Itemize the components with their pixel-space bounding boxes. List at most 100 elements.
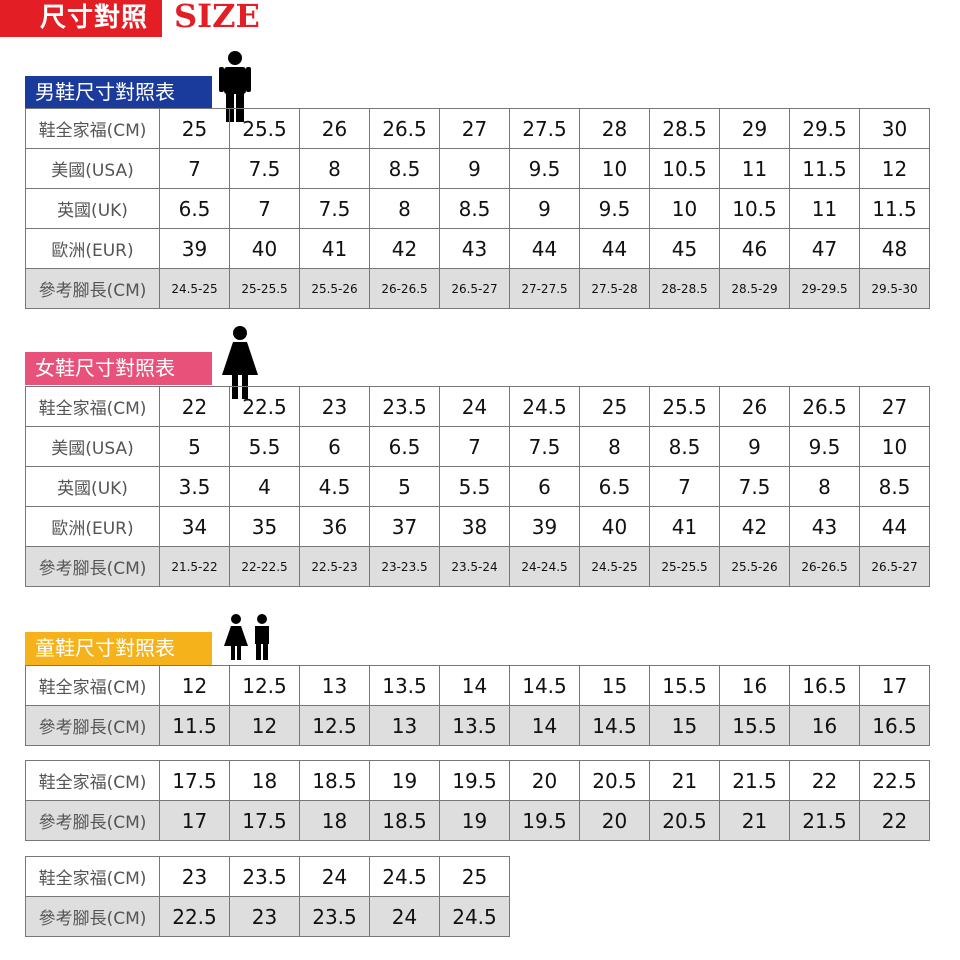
- size-cell: 23: [229, 896, 300, 937]
- size-cell: 22.5: [859, 760, 930, 801]
- size-cell: 15: [579, 665, 650, 706]
- table-row: 鞋全家福(CM) 25 25.5 26 26.5 27 27.5 28 28.5 29 29.5 30: [25, 108, 930, 149]
- size-cell: 24-24.5: [509, 546, 580, 587]
- size-cell: 4: [229, 466, 300, 507]
- size-cell: 8: [579, 426, 650, 467]
- row-label: 參考腳長(CM): [25, 268, 160, 309]
- table-row: 鞋全家福(CM) 12 12.5 13 13.5 14 14.5 15 15.5 16 16.5 17: [25, 665, 930, 706]
- size-cell: 26: [299, 108, 370, 149]
- size-cell: 14: [439, 665, 510, 706]
- size-cell: 44: [509, 228, 580, 269]
- size-cell: 10.5: [719, 188, 790, 229]
- size-cell: 11: [789, 188, 860, 229]
- size-cell: 21.5: [789, 800, 860, 841]
- table-row: 美國(USA) 5 5.5 6 6.5 7 7.5 8 8.5 9 9.5 10: [25, 426, 930, 467]
- size-cell: 5.5: [229, 426, 300, 467]
- size-cell: 25.5: [649, 386, 720, 427]
- size-cell: 23.5: [369, 386, 440, 427]
- kids-section-title: 童鞋尺寸對照表: [25, 632, 212, 665]
- size-cell: 6.5: [159, 188, 230, 229]
- size-cell: 25-25.5: [649, 546, 720, 587]
- size-cell: 10: [649, 188, 720, 229]
- size-cell: 20: [579, 800, 650, 841]
- size-cell: 16.5: [789, 665, 860, 706]
- size-cell: 17: [859, 665, 930, 706]
- size-cell: 18.5: [299, 760, 370, 801]
- size-cell: 21.5: [719, 760, 790, 801]
- row-label: 參考腳長(CM): [25, 546, 160, 587]
- kids3-size-table: 鞋全家福(CM) 23 23.5 24 24.5 25 參考腳長(CM) 22.5 23 23.5…: [25, 856, 510, 937]
- table-row: 參考腳長(CM) 22.5 23 23.5 24 24.5: [25, 896, 510, 937]
- size-cell: 45: [649, 228, 720, 269]
- size-cell: 25: [159, 108, 230, 149]
- size-cell: 9.5: [579, 188, 650, 229]
- header-size-word: SIZE: [174, 0, 260, 35]
- size-cell: 5: [159, 426, 230, 467]
- row-label: 美國(USA): [25, 426, 160, 467]
- size-cell: 20.5: [579, 760, 650, 801]
- table-row: 歐洲(EUR) 34 35 36 37 38 39 40 41 42 43 44: [25, 506, 930, 547]
- size-cell: 25.5-26: [719, 546, 790, 587]
- header-title: 尺寸對照: [0, 0, 162, 37]
- size-cell: 29-29.5: [789, 268, 860, 309]
- size-cell: 13.5: [439, 705, 510, 746]
- size-cell: 19.5: [439, 760, 510, 801]
- size-cell: 22: [159, 386, 230, 427]
- size-cell: 10: [579, 148, 650, 189]
- size-cell: 23: [159, 856, 230, 897]
- size-cell: 41: [299, 228, 370, 269]
- size-cell: 23: [299, 386, 370, 427]
- size-cell: 26: [719, 386, 790, 427]
- size-cell: 35: [229, 506, 300, 547]
- table-row: 參考腳長(CM) 24.5-25 25-25.5 25.5-26 26-26.5 26.5…: [25, 268, 930, 309]
- size-cell: 26-26.5: [369, 268, 440, 309]
- size-cell: 9.5: [789, 426, 860, 467]
- size-cell: 25.5: [229, 108, 300, 149]
- size-cell: 27: [439, 108, 510, 149]
- size-cell: 12: [229, 705, 300, 746]
- size-cell: 30: [859, 108, 930, 149]
- row-label: 鞋全家福(CM): [25, 856, 160, 897]
- size-cell: 7.5: [509, 426, 580, 467]
- size-cell: 5.5: [439, 466, 510, 507]
- size-cell: 3.5: [159, 466, 230, 507]
- size-cell: 8.5: [649, 426, 720, 467]
- man-icon: [219, 51, 251, 122]
- size-cell: 7: [439, 426, 510, 467]
- size-cell: 28: [579, 108, 650, 149]
- row-label: 鞋全家福(CM): [25, 386, 160, 427]
- size-cell: 23.5: [299, 896, 370, 937]
- size-cell: 9: [439, 148, 510, 189]
- size-cell: 27.5-28: [579, 268, 650, 309]
- size-cell: 19: [369, 760, 440, 801]
- size-cell: 22-22.5: [229, 546, 300, 587]
- size-cell: 20.5: [649, 800, 720, 841]
- size-cell: 18.5: [369, 800, 440, 841]
- size-cell: 27-27.5: [509, 268, 580, 309]
- size-cell: 25: [579, 386, 650, 427]
- size-cell: 6.5: [579, 466, 650, 507]
- size-cell: 28.5-29: [719, 268, 790, 309]
- size-cell: 13: [369, 705, 440, 746]
- size-cell: 24.5: [509, 386, 580, 427]
- size-cell: 13: [299, 665, 370, 706]
- size-cell: 10.5: [649, 148, 720, 189]
- size-cell: 8: [789, 466, 860, 507]
- row-label: 參考腳長(CM): [25, 896, 160, 937]
- size-cell: 22.5: [229, 386, 300, 427]
- row-label: 鞋全家福(CM): [25, 108, 160, 149]
- size-cell: 25-25.5: [229, 268, 300, 309]
- size-cell: 9.5: [509, 148, 580, 189]
- size-cell: 17: [159, 800, 230, 841]
- size-cell: 29.5-30: [859, 268, 930, 309]
- size-cell: 15.5: [649, 665, 720, 706]
- size-cell: 12.5: [299, 705, 370, 746]
- size-cell: 14.5: [579, 705, 650, 746]
- size-cell: 26.5-27: [859, 546, 930, 587]
- size-cell: 26-26.5: [789, 546, 860, 587]
- size-cell: 8: [369, 188, 440, 229]
- size-cell: 11: [719, 148, 790, 189]
- size-cell: 39: [509, 506, 580, 547]
- size-cell: 7: [229, 188, 300, 229]
- women-section-title: 女鞋尺寸對照表: [25, 352, 212, 385]
